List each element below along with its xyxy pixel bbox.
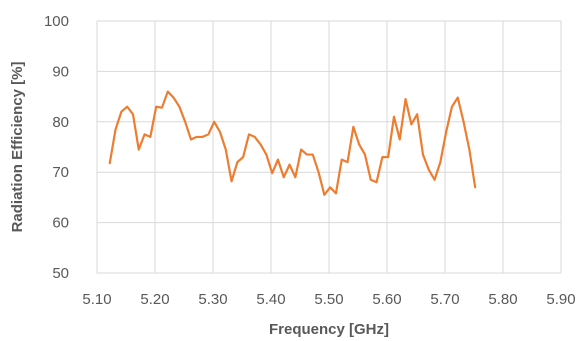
y-tick-label: 80: [52, 114, 69, 131]
x-axis-title: Frequency [GHz]: [269, 321, 389, 338]
y-tick-label: 90: [52, 63, 69, 80]
series-layer: [108, 90, 477, 196]
y-tick-label: 100: [44, 13, 69, 30]
y-axis-tick-labels: 50 60 70 80 90 100: [44, 13, 69, 282]
gridlines: [96, 20, 562, 274]
x-tick-label: 5.50: [314, 291, 343, 308]
y-tick-label: 70: [52, 164, 69, 181]
x-tick-label: 5.80: [488, 291, 517, 308]
y-tick-label: 60: [52, 215, 69, 232]
x-tick-label: 5.30: [198, 291, 227, 308]
x-tick-label: 5.60: [372, 291, 401, 308]
y-axis-title: Radiation Efficiency [%]: [9, 62, 26, 233]
series-line-0: [108, 90, 477, 196]
x-axis-tick-labels: 5.10 5.20 5.30 5.40 5.50 5.60 5.70 5.80 5.90: [82, 291, 575, 308]
x-tick-label: 5.10: [82, 291, 111, 308]
x-tick-label: 5.20: [140, 291, 169, 308]
x-tick-label: 5.40: [256, 291, 285, 308]
x-tick-label: 5.90: [546, 291, 575, 308]
x-tick-label: 5.70: [430, 291, 459, 308]
y-tick-label: 50: [52, 265, 69, 282]
